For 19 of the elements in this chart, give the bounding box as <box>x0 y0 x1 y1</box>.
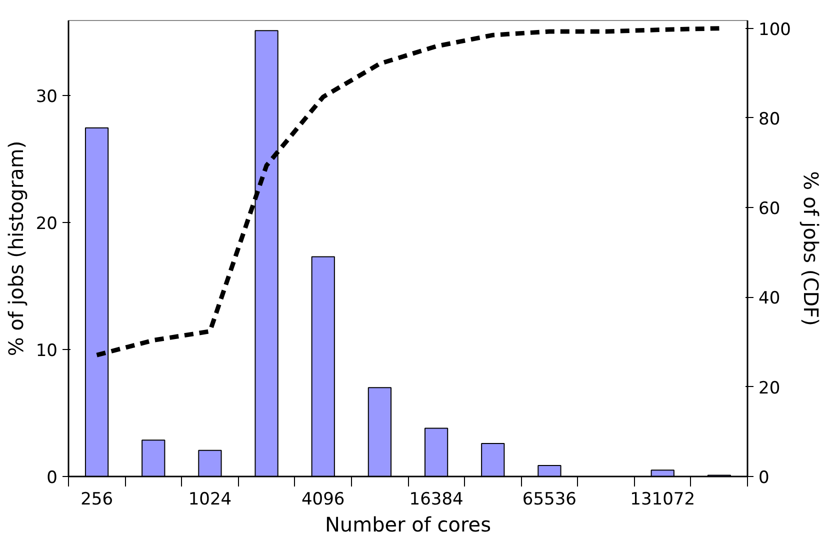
y2-tick-label: 60 <box>758 199 780 220</box>
y-tick-label: 0 <box>46 468 58 488</box>
y-axis-title: % of jobs (histogram) <box>4 140 28 356</box>
x-tick-label: 131072 <box>630 490 696 510</box>
x-tick-label: 256 <box>80 490 114 510</box>
y2-tick-label: 20 <box>758 378 780 398</box>
y2-axis-title: % of jobs (CDF) <box>798 171 823 326</box>
x-tick-label: 65536 <box>522 490 577 510</box>
y2-tick-label: 0 <box>758 468 770 488</box>
x-tick-label: 4096 <box>301 490 345 510</box>
y2-tick-label: 40 <box>758 288 780 309</box>
x-tick-label: 1024 <box>188 490 232 510</box>
y-tick-label: 30 <box>36 86 58 107</box>
x-axis-title: Number of cores <box>324 512 492 536</box>
y-tick-label: 10 <box>36 340 58 361</box>
x-tick-label: 16384 <box>409 490 464 510</box>
y2-tick-label: 80 <box>758 109 780 130</box>
y2-tick-label: 100 <box>758 20 791 40</box>
y-tick-label: 20 <box>36 214 58 234</box>
